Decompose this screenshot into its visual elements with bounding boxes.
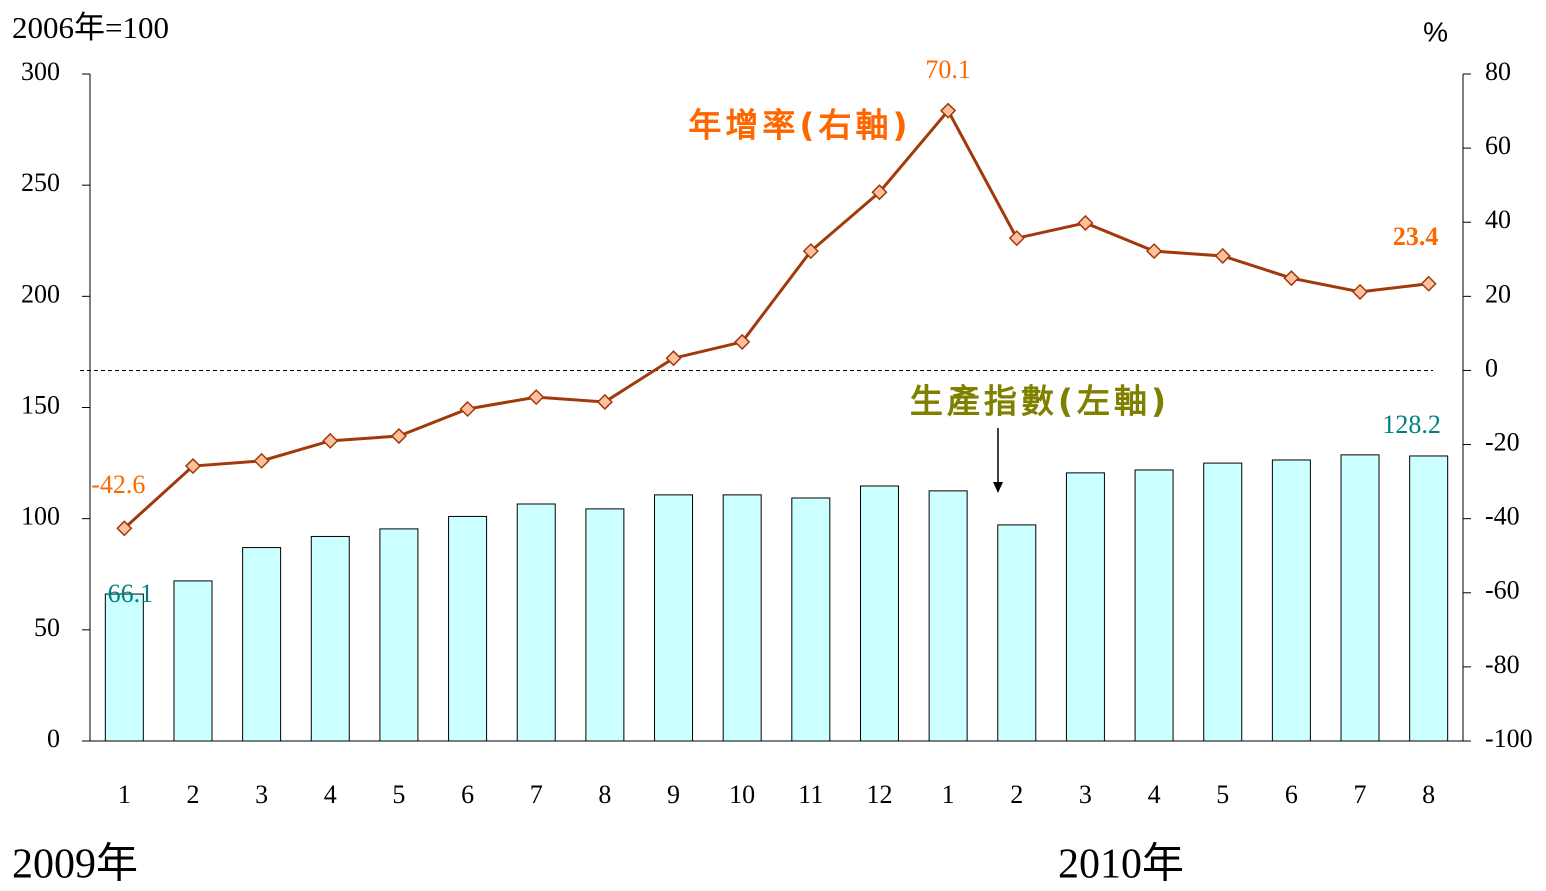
bar (242, 547, 282, 742)
x-tick-label: 3 (255, 780, 268, 809)
marker (1146, 243, 1163, 260)
y2-tick-label: -40 (1485, 502, 1520, 531)
bar (859, 485, 899, 742)
bar (1134, 469, 1174, 742)
bar (791, 497, 831, 742)
x-tick-label: 9 (667, 780, 680, 809)
bar (1340, 454, 1380, 742)
marker (322, 432, 339, 449)
marker (1420, 275, 1437, 292)
y-tick-label: 50 (34, 613, 60, 642)
x-tick-label: 4 (324, 780, 337, 809)
marker (1351, 283, 1369, 300)
series-label: 生產指數(左軸) (910, 382, 1170, 421)
y2-axis-label: % (1423, 16, 1448, 47)
bar (722, 494, 762, 742)
marker (528, 389, 545, 406)
data-label: 128.2 (1382, 410, 1441, 439)
marker (253, 452, 270, 469)
marker (802, 243, 819, 260)
bar (104, 593, 144, 742)
y2-tick-label: -100 (1485, 724, 1533, 753)
y-tick-label: 200 (21, 279, 60, 308)
x-tick-label: 1 (942, 780, 955, 809)
y-tick-label: 100 (21, 502, 60, 531)
x-tick-label: 3 (1079, 780, 1092, 809)
x-tick-label: 1 (118, 780, 131, 809)
marker (459, 400, 476, 418)
y2-tick-label: 40 (1485, 205, 1511, 234)
data-label: -42.6 (91, 470, 145, 499)
x-tick-label: 5 (1216, 780, 1229, 809)
bar (1409, 455, 1449, 742)
x-tick-label: 8 (1422, 780, 1435, 809)
series-label: 年增率(右軸) (688, 106, 911, 145)
bar (654, 494, 694, 742)
marker (596, 393, 613, 411)
data-label: 66.1 (108, 579, 154, 608)
bar (928, 490, 968, 742)
bar (516, 503, 556, 742)
marker (1077, 214, 1094, 232)
marker (665, 350, 682, 367)
bar (1271, 459, 1311, 742)
x-tick-label: 5 (392, 780, 405, 809)
y-tick-label: 0 (47, 724, 60, 753)
x-tick-label: 6 (1285, 780, 1298, 809)
y-tick-label: 300 (21, 57, 60, 86)
x-group-label: 2009年 (12, 841, 138, 888)
marker (940, 102, 957, 119)
marker (116, 520, 133, 537)
data-label: 70.1 (925, 55, 971, 84)
arrow-head (993, 482, 1003, 493)
bar (997, 524, 1037, 742)
marker (1283, 270, 1300, 287)
x-tick-label: 2 (1010, 780, 1023, 809)
x-tick-label: 8 (598, 780, 611, 809)
marker (871, 184, 888, 201)
bar (585, 508, 625, 742)
bar (379, 528, 419, 742)
bar (173, 580, 213, 742)
bar (448, 515, 488, 742)
x-tick-label: 7 (530, 780, 543, 809)
marker (390, 427, 407, 445)
marker (1008, 230, 1025, 247)
marker (184, 457, 202, 475)
x-tick-label: 11 (798, 780, 823, 809)
line (123, 108, 1429, 530)
x-tick-label: 7 (1354, 780, 1367, 809)
y2-tick-label: -80 (1485, 650, 1520, 679)
bar (1065, 472, 1105, 742)
data-label: 23.4 (1393, 222, 1439, 251)
y2-tick-label: -20 (1485, 428, 1520, 457)
x-group-label: 2010年 (1058, 841, 1184, 888)
x-tick-label: 4 (1148, 780, 1161, 809)
y2-tick-label: 60 (1485, 131, 1511, 160)
bar (310, 535, 350, 742)
y-axis-label: 2006年=100 (12, 10, 169, 45)
y-tick-label: 250 (21, 168, 60, 197)
marker (734, 333, 751, 350)
y2-tick-label: 80 (1485, 57, 1511, 86)
y-tick-label: 150 (21, 390, 60, 419)
y2-tick-label: 0 (1485, 353, 1498, 382)
marker (1214, 247, 1231, 265)
y2-tick-label: 20 (1485, 279, 1511, 308)
x-tick-label: 2 (186, 780, 199, 809)
x-tick-label: 12 (866, 780, 892, 809)
x-tick-label: 10 (729, 780, 755, 809)
x-tick-label: 6 (461, 780, 474, 809)
bar (1203, 462, 1243, 742)
y2-tick-label: -60 (1485, 576, 1520, 605)
